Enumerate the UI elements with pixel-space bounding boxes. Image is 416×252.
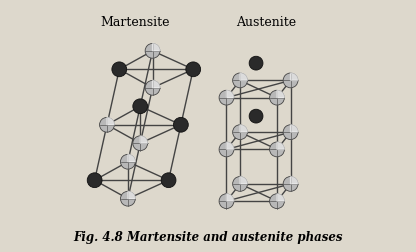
Circle shape <box>249 109 263 123</box>
Wedge shape <box>226 142 234 149</box>
Circle shape <box>133 136 148 151</box>
Text: Fig. 4.8 Martensite and austenite phases: Fig. 4.8 Martensite and austenite phases <box>73 231 343 244</box>
Circle shape <box>87 173 102 187</box>
Wedge shape <box>226 90 234 98</box>
Text: Martensite: Martensite <box>101 16 170 29</box>
Circle shape <box>249 56 263 70</box>
Circle shape <box>145 43 160 58</box>
Circle shape <box>233 73 248 88</box>
Wedge shape <box>107 117 114 125</box>
Circle shape <box>283 125 298 140</box>
Wedge shape <box>277 90 285 98</box>
Wedge shape <box>277 194 285 201</box>
Circle shape <box>233 125 248 140</box>
Circle shape <box>99 117 114 132</box>
Circle shape <box>233 176 248 191</box>
Circle shape <box>121 191 135 206</box>
Wedge shape <box>240 176 248 184</box>
Circle shape <box>219 90 234 105</box>
Wedge shape <box>140 136 148 143</box>
Wedge shape <box>153 43 160 51</box>
Circle shape <box>112 62 127 77</box>
Circle shape <box>270 90 285 105</box>
Circle shape <box>283 176 298 191</box>
Circle shape <box>121 154 135 169</box>
Wedge shape <box>277 142 285 149</box>
Wedge shape <box>290 176 298 184</box>
Wedge shape <box>240 73 248 80</box>
Text: Austenite: Austenite <box>236 16 296 29</box>
Circle shape <box>161 173 176 187</box>
Circle shape <box>270 194 285 209</box>
Circle shape <box>219 142 234 157</box>
Circle shape <box>145 80 160 95</box>
Wedge shape <box>290 125 298 132</box>
Circle shape <box>270 142 285 157</box>
Wedge shape <box>128 191 135 199</box>
Wedge shape <box>153 80 160 88</box>
Circle shape <box>133 99 148 114</box>
Circle shape <box>283 73 298 88</box>
Circle shape <box>186 62 201 77</box>
Wedge shape <box>226 194 234 201</box>
Circle shape <box>219 194 234 209</box>
Circle shape <box>173 117 188 132</box>
Wedge shape <box>290 73 298 80</box>
Wedge shape <box>128 154 135 162</box>
Wedge shape <box>240 125 248 132</box>
